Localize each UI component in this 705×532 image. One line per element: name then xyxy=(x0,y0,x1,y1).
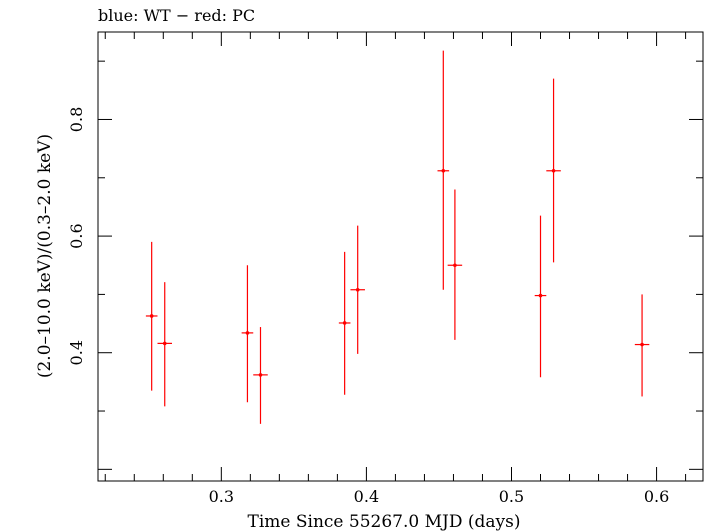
data-point xyxy=(241,265,254,403)
y-tick-label: 0.6 xyxy=(67,223,86,248)
data-point xyxy=(145,241,158,391)
point-marker xyxy=(342,321,347,325)
data-point xyxy=(534,215,547,378)
y-tick-label: 0.8 xyxy=(67,107,86,132)
data-point xyxy=(157,282,172,407)
point-marker xyxy=(258,373,263,377)
x-tick-label: 0.5 xyxy=(499,487,524,506)
point-marker xyxy=(355,287,360,292)
data-points xyxy=(145,50,650,424)
y-tick-label: 0.4 xyxy=(67,340,86,365)
y-axis-label: (2.0–10.0 keV)/(0.3–2.0 keV) xyxy=(35,134,55,378)
point-marker xyxy=(538,293,543,298)
x-tick-label: 0.4 xyxy=(354,487,379,506)
point-marker xyxy=(551,168,556,173)
point-marker xyxy=(245,331,250,335)
header-label: blue: WT − red: PC xyxy=(98,6,256,25)
point-marker xyxy=(453,263,457,268)
data-point xyxy=(350,225,365,354)
data-point xyxy=(253,327,268,424)
data-point xyxy=(437,50,450,290)
x-tick-label: 0.6 xyxy=(644,487,669,506)
plot-frame xyxy=(97,31,704,482)
point-marker xyxy=(640,342,644,347)
point-marker xyxy=(441,168,446,173)
x-tick-label: 0.3 xyxy=(209,487,234,506)
data-point xyxy=(634,294,650,397)
x-axis-label: Time Since 55267.0 MJD (days) xyxy=(248,512,521,532)
data-point xyxy=(338,251,351,395)
point-marker xyxy=(162,341,167,346)
data-point xyxy=(546,78,561,263)
point-marker xyxy=(149,314,154,318)
data-point xyxy=(447,189,463,340)
axis-ticks xyxy=(98,32,703,481)
axis-tick-labels: 0.3 0.4 0.5 0.6 0.4 0.6 0.8 xyxy=(67,107,669,506)
